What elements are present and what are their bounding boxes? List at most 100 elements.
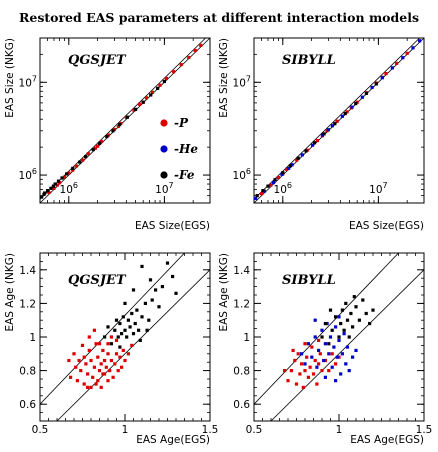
data-point (289, 369, 293, 373)
series-fe (320, 295, 375, 346)
data-points (283, 295, 375, 389)
data-point (97, 342, 102, 346)
y-axis-label: EAS Size (NKG) (4, 38, 16, 118)
data-point (327, 342, 331, 346)
data-point (94, 342, 98, 346)
data-point (364, 311, 368, 316)
x-axis-label: EAS Age(EGS) (350, 434, 424, 446)
data-point (130, 311, 134, 316)
data-point (296, 352, 300, 356)
data-point (334, 315, 338, 319)
y-tick-label: 107 (19, 74, 37, 89)
data-point (323, 342, 327, 346)
y-tick-label: 1.2 (233, 298, 250, 310)
y-tick-label: 1.4 (233, 265, 250, 277)
data-point (96, 355, 100, 359)
data-point (132, 108, 136, 112)
data-point (335, 119, 339, 123)
data-point (401, 56, 405, 60)
data-point (145, 328, 149, 332)
data-points (254, 39, 422, 201)
data-points (67, 261, 178, 389)
data-point (101, 372, 105, 376)
data-point (334, 325, 338, 329)
data-point (172, 70, 176, 74)
data-point (103, 372, 107, 376)
data-point (111, 129, 115, 133)
data-point (82, 382, 86, 386)
data-point (78, 160, 82, 164)
data-point (147, 318, 151, 322)
data-point (339, 321, 343, 326)
panel-3: 0.5 1 1.5 0.6 0.8 1 1.2 1.4 EAS Age(EGS) EAS Age … (4, 252, 219, 446)
data-point (81, 158, 85, 162)
data-point (120, 332, 124, 336)
data-point (154, 288, 158, 292)
x-tick-label: 106 (60, 181, 78, 196)
data-point (97, 141, 102, 145)
data-point (62, 175, 67, 179)
series-he (300, 315, 358, 383)
series-fe (40, 79, 166, 199)
data-point (320, 328, 324, 332)
data-point (109, 342, 113, 346)
data-point (317, 338, 321, 342)
tick-exponent: 7 (169, 181, 174, 190)
data-point (354, 348, 358, 353)
data-point (344, 301, 348, 305)
tick-base: 10 (60, 184, 73, 196)
data-point (60, 176, 64, 180)
data-point (345, 110, 349, 114)
data-point (113, 362, 117, 366)
data-point (332, 345, 336, 349)
data-point (105, 134, 109, 139)
data-point (255, 194, 259, 198)
data-point (337, 355, 341, 359)
data-point (103, 358, 107, 363)
data-point (67, 358, 71, 363)
data-point (128, 325, 132, 329)
data-point (349, 311, 353, 316)
data-point (71, 166, 75, 170)
data-point (370, 85, 374, 90)
y-axis-label: EAS Age (NKG) (218, 253, 230, 332)
data-point (310, 355, 314, 359)
data-point (286, 379, 290, 383)
data-point (140, 264, 144, 269)
tick-base: 10 (19, 77, 32, 89)
model-label: QGSJET (68, 273, 127, 288)
legend-marker (160, 171, 168, 179)
data-point (116, 124, 120, 128)
data-point (368, 321, 372, 326)
data-point (312, 141, 317, 145)
data-point (140, 315, 144, 319)
data-point (351, 325, 355, 329)
data-point (118, 345, 122, 349)
data-point (99, 385, 103, 389)
data-point (111, 375, 115, 379)
data-point (300, 362, 304, 366)
y-tick-label: 0.8 (19, 366, 36, 378)
data-point (281, 171, 285, 175)
tick-base: 10 (233, 77, 246, 89)
legend-label: -He (174, 142, 198, 156)
data-point (171, 274, 175, 279)
data-point (351, 355, 355, 359)
x-tick-label: 1 (122, 424, 129, 436)
data-point (160, 285, 164, 289)
data-point (323, 358, 327, 363)
data-point (126, 318, 130, 322)
data-point (354, 305, 358, 309)
data-point (150, 90, 155, 94)
x-tick-label: 1.5 (202, 424, 219, 436)
data-point (323, 375, 327, 379)
data-point (300, 153, 304, 157)
reference-line (56, 269, 210, 421)
data-point (325, 321, 329, 326)
data-point (311, 372, 316, 376)
data-point (75, 379, 79, 383)
data-point (116, 335, 120, 339)
data-point (56, 179, 61, 183)
data-point (51, 184, 55, 188)
